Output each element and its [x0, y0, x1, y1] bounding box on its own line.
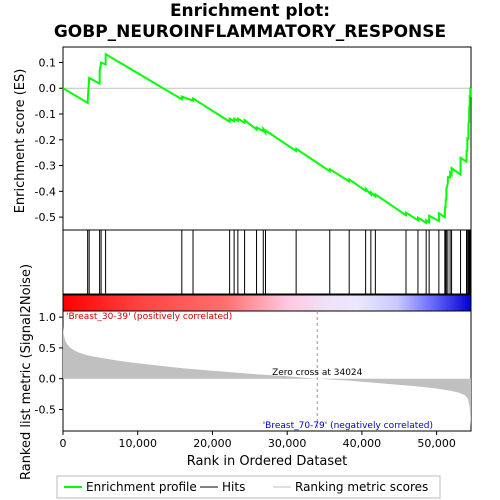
- legend-metric-label: Ranking metric scores: [295, 480, 428, 494]
- metric-x-axis: 0 10,000 20,000 30,000 40,000 50,000: [60, 431, 456, 450]
- metric-x-tick-label: 30,000: [268, 437, 307, 450]
- ranking-color-band: [62, 294, 472, 312]
- metric-x-tick-label: 0: [60, 437, 67, 450]
- metric-y-tick-label: -0.5: [35, 403, 56, 416]
- enrichment-profile-line: [62, 52, 472, 225]
- title-line-1: Enrichment plot:: [169, 1, 331, 21]
- zero-cross-label: Zero cross at 34024: [272, 368, 363, 378]
- metric-y-tick-label: 0.0: [39, 373, 57, 386]
- metric-x-tick-label: 20,000: [193, 437, 232, 450]
- legend-hits-label: Hits: [222, 480, 245, 494]
- es-y-tick-label: -0.3: [35, 160, 56, 173]
- metric-y-axis: 1.0 0.5 0.0 -0.5: [35, 311, 63, 416]
- es-panel-frame: [62, 46, 472, 231]
- positive-correlation-label: 'Breast_30-39' (positively correlated): [66, 312, 232, 322]
- metric-y-tick-label: 0.5: [39, 342, 57, 355]
- metric-x-axis-label: Rank in Ordered Dataset: [187, 454, 348, 469]
- es-y-tick-label: -0.1: [35, 108, 56, 121]
- legend-profile-label: Enrichment profile: [86, 480, 197, 494]
- es-y-tick-label: -0.5: [35, 211, 56, 224]
- hits-panel-frame: [62, 229, 472, 295]
- hits-group: [87, 230, 471, 294]
- legend-box: [56, 475, 441, 499]
- title-line-2: GOBP_NEUROINFLAMMATORY_RESPONSE: [53, 22, 447, 42]
- es-y-tick-label: 0.1: [39, 56, 57, 69]
- metric-y-tick-label: 1.0: [39, 311, 57, 324]
- chart-title: Enrichment plot: GOBP_NEUROINFLAMMATORY_…: [0, 1, 500, 43]
- es-y-tick-label: -0.4: [35, 185, 56, 198]
- metric-x-tick-label: 50,000: [417, 437, 456, 450]
- es-y-tick-label: -0.2: [35, 134, 56, 147]
- negative-correlation-label: 'Breast_70-79' (negatively correlated): [263, 421, 433, 431]
- metric-x-tick-label: 10,000: [118, 437, 157, 450]
- es-y-axis: 0.1 0.0 -0.1 -0.2 -0.3 -0.4 -0.5: [35, 56, 63, 224]
- metric-x-tick-label: 40,000: [343, 437, 382, 450]
- es-y-axis-label: Enrichment score (ES): [13, 69, 28, 214]
- metric-y-axis-label: Ranked list metric (Signal2Noise): [19, 264, 34, 480]
- es-y-tick-label: 0.0: [39, 82, 57, 95]
- ranked-metric-area: [63, 326, 471, 427]
